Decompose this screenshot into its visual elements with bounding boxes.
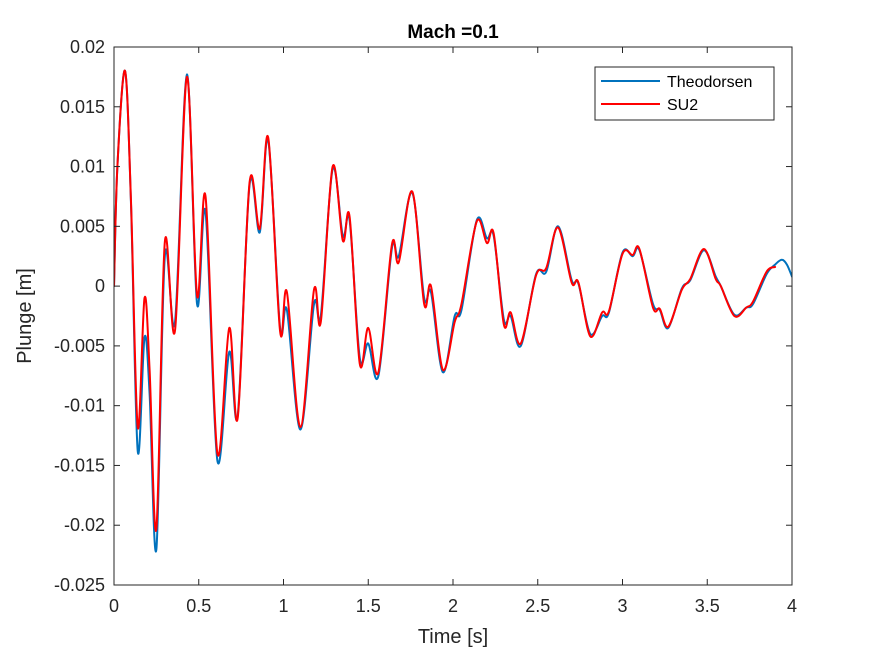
x-tick-label: 0.5: [186, 596, 211, 616]
x-tick-label: 2.5: [525, 596, 550, 616]
y-axis: 0.02 0.015 0.01 0.005 0 -0.005 -0.01 -0.015 -0.0…: [54, 37, 792, 595]
x-tick-label: 2: [448, 596, 458, 616]
y-tick-label: 0.01: [70, 157, 105, 177]
x-tick-label: 4: [787, 596, 797, 616]
x-tick-label: 1: [278, 596, 288, 616]
chart-title: Mach =0.1: [407, 22, 499, 43]
y-tick-label: 0.02: [70, 37, 105, 57]
series-line-su2: [114, 69, 777, 532]
y-tick-label: 0: [95, 276, 105, 296]
x-axis-label: Time [s]: [418, 626, 488, 648]
y-tick-label: -0.02: [64, 515, 105, 535]
x-tick-label: 3.5: [695, 596, 720, 616]
plot-area: [114, 47, 792, 585]
y-tick-label: -0.025: [54, 575, 105, 595]
y-axis-label: Plunge [m]: [14, 268, 36, 364]
x-tick-label: 0: [109, 596, 119, 616]
y-tick-label: -0.015: [54, 455, 105, 475]
series-layer: [114, 69, 792, 553]
y-tick-label: -0.005: [54, 336, 105, 356]
legend: Theodorsen SU2: [594, 66, 775, 121]
y-tick-label: 0.015: [60, 97, 105, 117]
legend-label-theodorsen: Theodorsen: [667, 74, 752, 91]
x-tick-label: 3: [617, 596, 627, 616]
legend-label-su2: SU2: [667, 97, 698, 114]
x-tick-label: 1.5: [356, 596, 381, 616]
legend-box: [594, 66, 775, 121]
x-axis: 0 0.5 1 1.5 2 2.5 3 3.5 4: [109, 47, 797, 616]
y-tick-label: -0.01: [64, 396, 105, 416]
y-tick-label: 0.005: [60, 216, 105, 236]
